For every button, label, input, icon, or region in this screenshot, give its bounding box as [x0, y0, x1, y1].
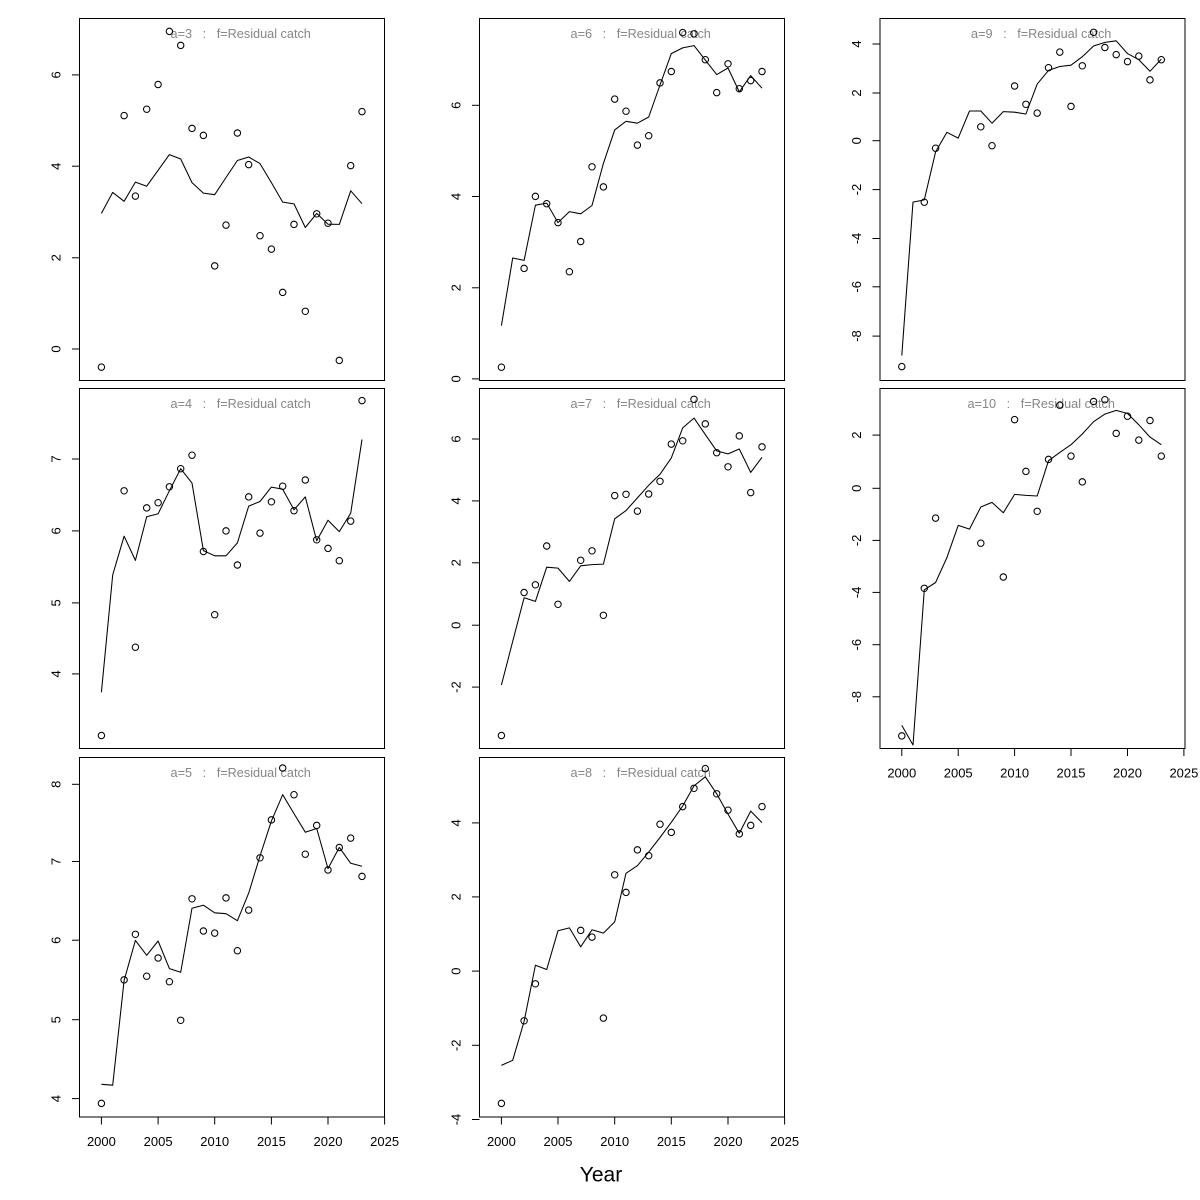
svg-text:2: 2: [449, 284, 464, 291]
svg-text:a=6 : f=Residual catch: a=6 : f=Residual catch: [571, 27, 711, 41]
svg-text:-2: -2: [849, 184, 864, 196]
svg-text:2: 2: [449, 893, 464, 900]
svg-text:2020: 2020: [314, 1134, 343, 1149]
svg-text:7: 7: [49, 455, 64, 462]
svg-text:2: 2: [849, 431, 864, 438]
svg-text:4: 4: [449, 193, 464, 200]
svg-text:2020: 2020: [714, 1134, 743, 1149]
svg-text:6: 6: [449, 102, 464, 109]
svg-text:2025: 2025: [370, 1134, 399, 1149]
svg-text:6: 6: [49, 71, 64, 78]
svg-text:2010: 2010: [200, 1134, 229, 1149]
svg-text:2025: 2025: [770, 1134, 799, 1149]
svg-text:4: 4: [849, 40, 864, 47]
svg-text:4: 4: [49, 163, 64, 170]
svg-text:2: 2: [849, 89, 864, 96]
svg-text:2010: 2010: [1000, 766, 1029, 781]
svg-text:0: 0: [49, 345, 64, 352]
svg-text:a=7 : f=Residual catch: a=7 : f=Residual catch: [571, 397, 711, 411]
svg-text:Year: Year: [580, 1164, 622, 1187]
svg-text:0: 0: [449, 375, 464, 382]
svg-text:4: 4: [49, 670, 64, 677]
svg-text:0: 0: [449, 967, 464, 974]
svg-text:-4: -4: [849, 233, 864, 245]
svg-text:-6: -6: [849, 281, 864, 293]
svg-text:2000: 2000: [887, 766, 916, 781]
svg-text:2015: 2015: [657, 1134, 686, 1149]
svg-text:a=9 : f=Residual catch: a=9 : f=Residual catch: [971, 27, 1111, 41]
svg-text:2: 2: [49, 254, 64, 261]
svg-text:2005: 2005: [144, 1134, 173, 1149]
svg-text:8: 8: [49, 781, 64, 788]
svg-text:4: 4: [49, 1095, 64, 1102]
svg-text:2010: 2010: [600, 1134, 629, 1149]
svg-text:a=4 : f=Residual catch: a=4 : f=Residual catch: [171, 397, 311, 411]
svg-text:2000: 2000: [87, 1134, 116, 1149]
svg-text:2005: 2005: [944, 766, 973, 781]
svg-text:-2: -2: [449, 681, 464, 693]
svg-text:a=5 : f=Residual catch: a=5 : f=Residual catch: [171, 766, 311, 780]
svg-text:-8: -8: [849, 691, 864, 703]
svg-text:-4: -4: [449, 1114, 464, 1126]
svg-text:2015: 2015: [1057, 766, 1086, 781]
svg-text:6: 6: [449, 435, 464, 442]
svg-text:0: 0: [449, 622, 464, 629]
svg-text:-2: -2: [449, 1040, 464, 1052]
svg-text:2020: 2020: [1113, 766, 1142, 781]
svg-text:0: 0: [849, 485, 864, 492]
svg-text:2000: 2000: [487, 1134, 516, 1149]
svg-text:2: 2: [449, 559, 464, 566]
svg-text:2025: 2025: [1169, 766, 1198, 781]
svg-text:2015: 2015: [257, 1134, 286, 1149]
svg-text:7: 7: [49, 858, 64, 865]
svg-text:0: 0: [849, 137, 864, 144]
svg-text:-2: -2: [849, 535, 864, 547]
svg-text:2005: 2005: [544, 1134, 573, 1149]
svg-text:5: 5: [49, 599, 64, 606]
svg-text:a=3 : f=Residual catch: a=3 : f=Residual catch: [171, 27, 311, 41]
svg-text:-6: -6: [849, 639, 864, 651]
svg-text:5: 5: [49, 1016, 64, 1023]
svg-text:4: 4: [449, 819, 464, 826]
svg-text:4: 4: [449, 497, 464, 504]
svg-text:a=8 : f=Residual catch: a=8 : f=Residual catch: [571, 766, 711, 780]
svg-text:-4: -4: [849, 587, 864, 599]
svg-text:6: 6: [49, 937, 64, 944]
svg-text:6: 6: [49, 527, 64, 534]
svg-text:a=10 : f=Residual catch: a=10 : f=Residual catch: [967, 397, 1114, 411]
svg-text:-8: -8: [849, 330, 864, 342]
